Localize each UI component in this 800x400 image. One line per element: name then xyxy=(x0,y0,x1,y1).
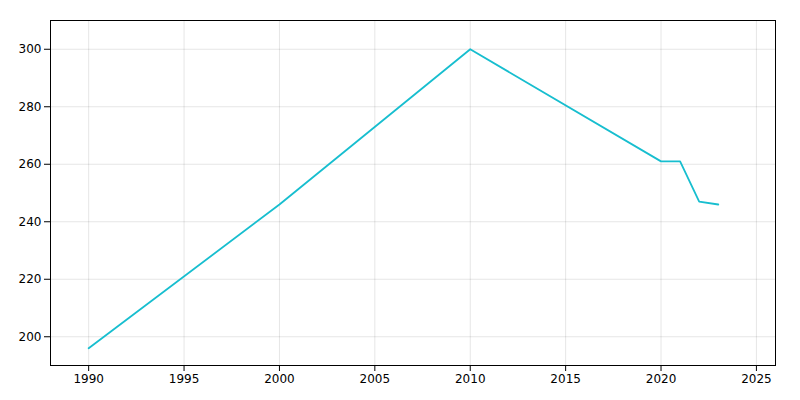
svg-text:240: 240 xyxy=(19,215,42,229)
svg-text:280: 280 xyxy=(19,100,42,114)
svg-text:2015: 2015 xyxy=(550,372,581,386)
svg-text:200: 200 xyxy=(19,330,42,344)
svg-text:2010: 2010 xyxy=(455,372,486,386)
svg-text:1990: 1990 xyxy=(73,372,104,386)
svg-text:300: 300 xyxy=(19,42,42,56)
svg-text:260: 260 xyxy=(19,157,42,171)
svg-text:220: 220 xyxy=(19,272,42,286)
svg-text:2005: 2005 xyxy=(360,372,391,386)
svg-text:1995: 1995 xyxy=(169,372,200,386)
svg-text:2000: 2000 xyxy=(264,372,295,386)
svg-text:2025: 2025 xyxy=(741,372,772,386)
svg-text:2020: 2020 xyxy=(646,372,677,386)
